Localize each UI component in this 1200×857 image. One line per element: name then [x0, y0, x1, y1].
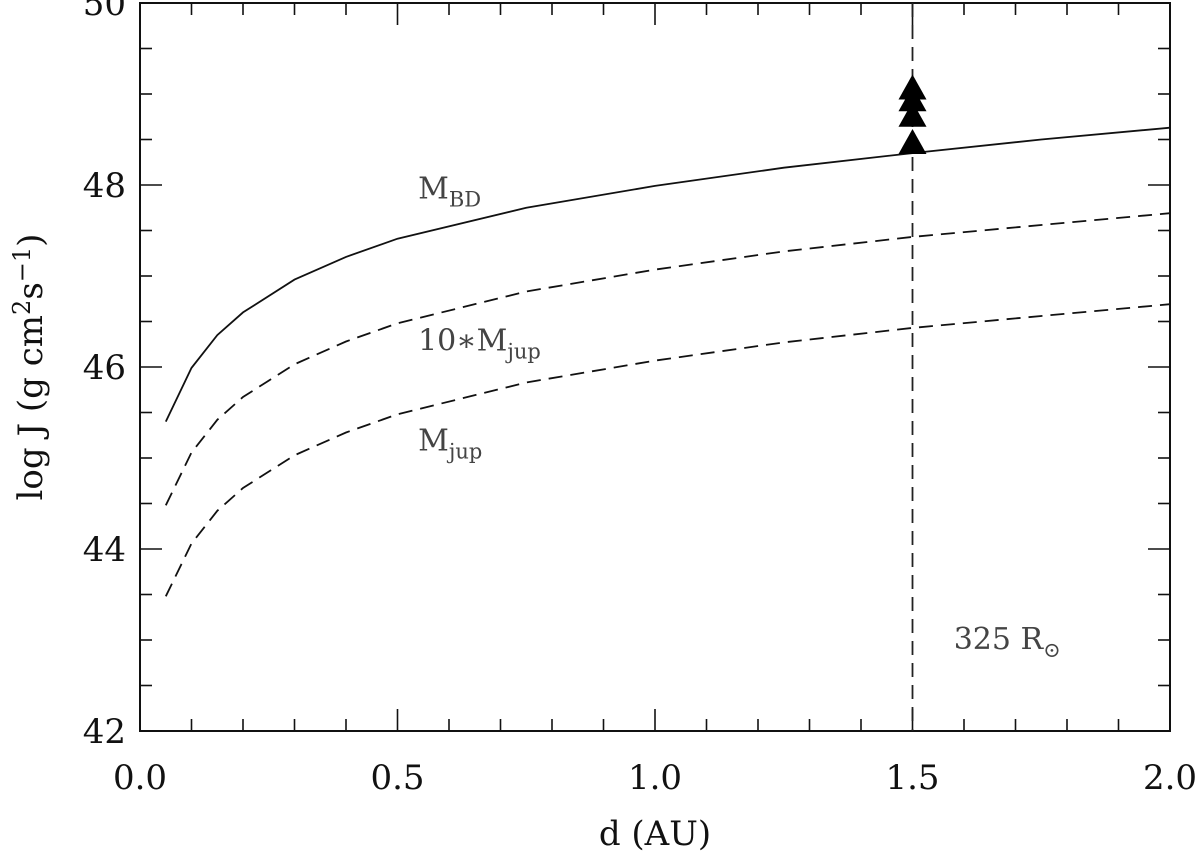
series-line-3 [164, 303, 1171, 597]
y-axis-title: log J (g cm2s−1) [8, 234, 51, 501]
x-tick-label: 1.0 [628, 758, 682, 798]
x-tick-label: 2.0 [1143, 758, 1197, 798]
y-axis-title-sup2: −1 [8, 247, 36, 282]
annotation-subscript: ⊙ [1043, 638, 1061, 662]
triangle-marker [898, 74, 927, 100]
triangle-marker [898, 129, 927, 155]
annotation-label: 10∗Mjup [418, 324, 541, 364]
y-axis-title-sup1: 2 [8, 300, 36, 315]
y-axis-title-pre: log J (g cm [11, 315, 51, 500]
y-tick-label: 46 [83, 348, 126, 388]
y-tick-label: 50 [83, 0, 126, 24]
annotation-label: Mjup [418, 424, 482, 464]
annotation-label: 325 R⊙ [954, 622, 1061, 662]
series-line-2 [164, 212, 1171, 506]
tick-labels: 0.0 0.5 1.0 1.5 2.0 42 44 46 48 50 [83, 0, 1197, 798]
annotation-subscript: jup [446, 440, 482, 464]
x-tick-label: 0.0 [113, 758, 167, 798]
annotation-subscript: BD [449, 188, 481, 212]
y-tick-label: 44 [83, 530, 126, 570]
y-tick-label: 42 [83, 712, 126, 752]
annotation-main: M [418, 172, 449, 207]
x-axis-title: d (AU) [599, 814, 711, 854]
series-line-1 [164, 126, 1171, 422]
x-tick-label: 1.5 [885, 758, 939, 798]
y-tick-label: 48 [83, 166, 126, 206]
y-axis-title-post: ) [11, 234, 51, 247]
axis-ticks [139, 2, 1171, 732]
x-tick-label: 0.5 [370, 758, 424, 798]
annotation-label: MBD [418, 172, 481, 212]
triangle-marker [898, 101, 927, 127]
annotation-main: 325 R [954, 622, 1045, 657]
y-axis-title-mid: s [11, 282, 51, 299]
annotation-main: M [418, 424, 449, 459]
annotation-subscript: jup [504, 340, 540, 364]
series-layer [164, 126, 1171, 597]
marker-layer [898, 74, 927, 155]
annotation-main: 10∗M [418, 324, 507, 359]
